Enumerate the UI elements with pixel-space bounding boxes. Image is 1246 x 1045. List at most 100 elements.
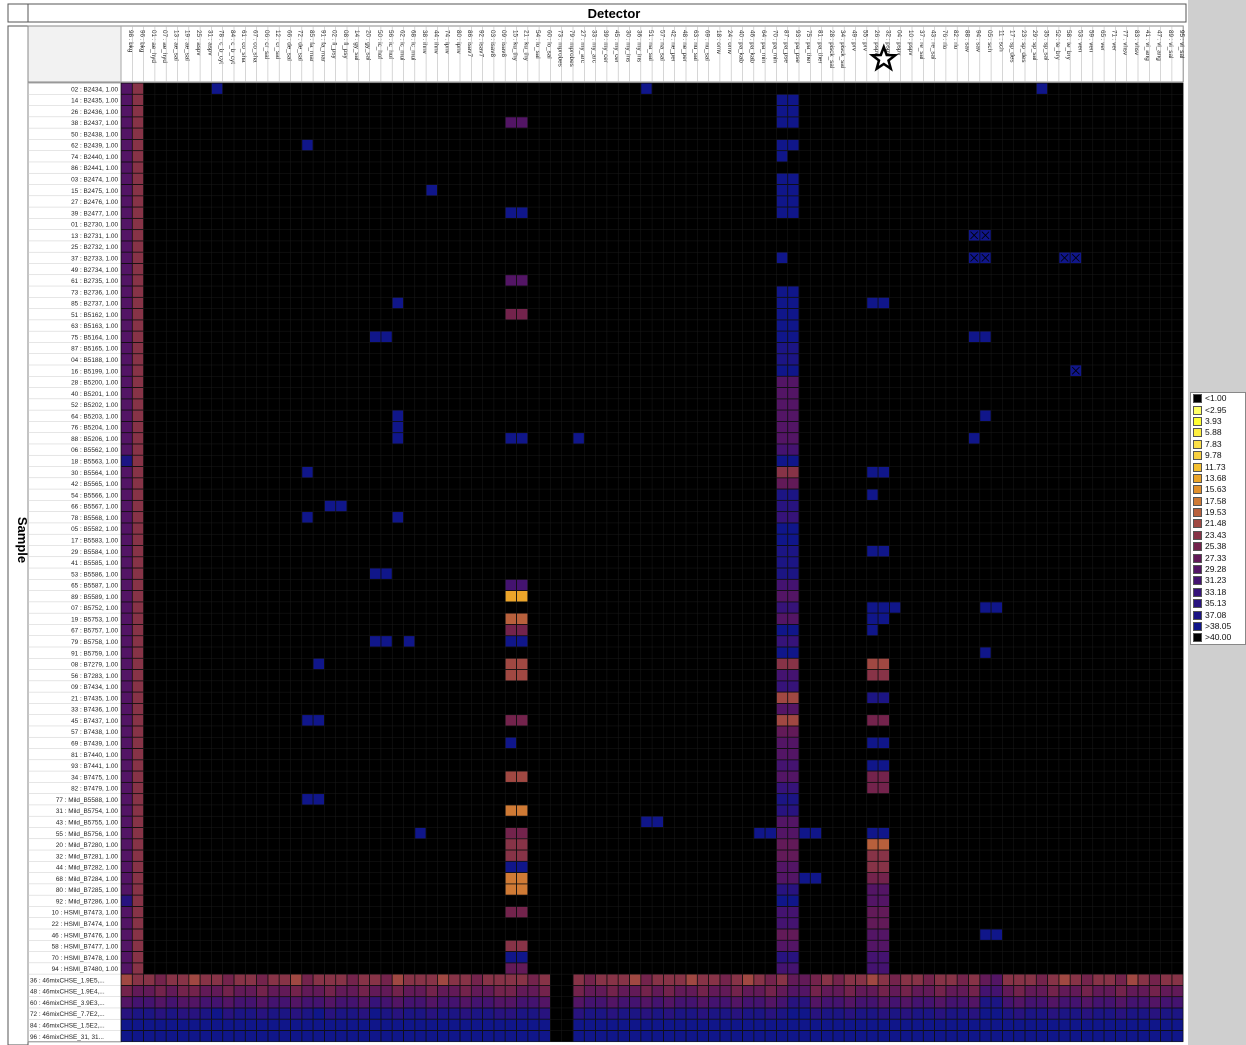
heatmap-cell [776, 940, 788, 952]
heatmap-cell [1036, 985, 1048, 997]
row-label: 62 : B2439, 1.00 [71, 143, 118, 150]
heatmap-cell [132, 117, 144, 128]
heatmap-cell [788, 342, 799, 354]
heatmap-cell [144, 1030, 155, 1042]
heatmap-cell [121, 940, 132, 952]
heatmap-cell [132, 951, 144, 963]
heatmap-cell [483, 997, 494, 1008]
heatmap-cell [539, 974, 550, 985]
heatmap-cell [855, 985, 867, 997]
heatmap-cell [1138, 1008, 1149, 1019]
heatmap-cell [788, 1030, 799, 1042]
column-label: 31 : aspv [206, 30, 213, 56]
heatmap-cell [189, 974, 200, 985]
heatmap-cell [121, 331, 132, 343]
heatmap-cell [867, 669, 878, 681]
heatmap-cell [324, 1030, 336, 1042]
heatmap-cell [776, 963, 788, 974]
heatmap-cell [336, 1030, 347, 1042]
heatmap-cell [245, 974, 257, 985]
heatmap-cell [155, 997, 166, 1008]
heatmap-cell [776, 365, 788, 376]
heatmap-cell [1059, 985, 1070, 997]
heatmap-cell [889, 602, 901, 613]
heatmap-cell [788, 951, 799, 963]
heatmap-cell [810, 873, 822, 884]
heatmap-cell [132, 748, 144, 760]
heatmap-cell [596, 974, 607, 985]
heatmap-cell [867, 951, 878, 963]
heatmap-cell [991, 1030, 1002, 1042]
heatmap-cell [516, 1030, 528, 1042]
heatmap-cell [912, 1008, 923, 1019]
heatmap-cell [370, 1019, 381, 1031]
heatmap-cell [516, 873, 528, 884]
row-label: 37 : B2733, 1.00 [71, 255, 118, 262]
heatmap-cell [336, 985, 347, 997]
heatmap-cell [731, 1030, 743, 1042]
heatmap-cell [121, 241, 132, 252]
legend-item: 15.63 [1191, 484, 1245, 495]
column-label: 44 : ihnv [432, 30, 439, 55]
heatmap-cell [121, 985, 132, 997]
heatmap-cell [392, 433, 404, 444]
heatmap-cell [788, 184, 799, 196]
heatmap-cell [935, 1019, 946, 1031]
heatmap-cell [1127, 997, 1138, 1008]
heatmap-cell [121, 433, 132, 444]
heatmap-cell [516, 658, 528, 670]
heatmap-cell [788, 455, 799, 467]
heatmap-cell [121, 117, 132, 128]
heatmap-cell [968, 1008, 980, 1019]
column-label: 64 : pa_min [760, 30, 767, 63]
column-label: 78 : c_b_cyt [218, 30, 225, 64]
heatmap-cell [1172, 1019, 1183, 1031]
heatmap-cell [132, 151, 144, 162]
heatmap-cell [788, 873, 799, 884]
column-label: 60 : lo_sal [545, 30, 552, 59]
heatmap-cell [223, 1030, 234, 1042]
heatmap-cell [279, 1008, 291, 1019]
heatmap-cell [528, 974, 539, 985]
heatmap-cell [121, 421, 132, 433]
column-label: 91 : fa_mar [319, 30, 326, 62]
heatmap-cell [788, 207, 799, 218]
heatmap-cell [132, 444, 144, 455]
heatmap-cell [788, 410, 799, 421]
heatmap-cell [765, 1030, 776, 1042]
heatmap-cell [607, 1019, 618, 1031]
heatmap-cell [121, 376, 132, 388]
marker-cross [981, 253, 990, 262]
heatmap-cell [776, 692, 788, 703]
heatmap-cell [550, 985, 562, 997]
row-label: 46 : HSMI_B7476, 1.00 [52, 932, 119, 939]
heatmap-cell [652, 985, 663, 997]
heatmap-cell [437, 974, 449, 985]
heatmap-cell [415, 827, 426, 839]
column-label: 10 : pspv [907, 30, 914, 56]
heatmap-cell [1093, 997, 1104, 1008]
heatmap-cell [980, 929, 991, 940]
heatmap-cell [166, 1030, 178, 1042]
heatmap-cell [788, 658, 799, 670]
heatmap-cell [754, 997, 765, 1008]
heatmap-cell [121, 703, 132, 715]
heatmap-cell [788, 286, 799, 297]
heatmap-cell [788, 331, 799, 343]
column-label: 66 : de_sal [285, 30, 292, 61]
heatmap-cell [505, 309, 517, 320]
heatmap-cell [788, 139, 799, 151]
heatmap-cell [189, 1030, 200, 1042]
heatmap-cell [132, 365, 144, 376]
legend-swatch [1193, 587, 1202, 597]
heatmap-cell [822, 974, 833, 985]
heatmap-cell [415, 1030, 426, 1042]
column-label: 28 : pisck_sal [828, 30, 835, 68]
heatmap-cell [697, 1019, 709, 1031]
heatmap-cell [765, 827, 776, 839]
heatmap-cell [121, 1019, 132, 1031]
heatmap-cell [132, 906, 144, 918]
heatmap-cell [776, 117, 788, 128]
heatmap-cell [1081, 1008, 1093, 1019]
heatmap-cell [1002, 1019, 1014, 1031]
